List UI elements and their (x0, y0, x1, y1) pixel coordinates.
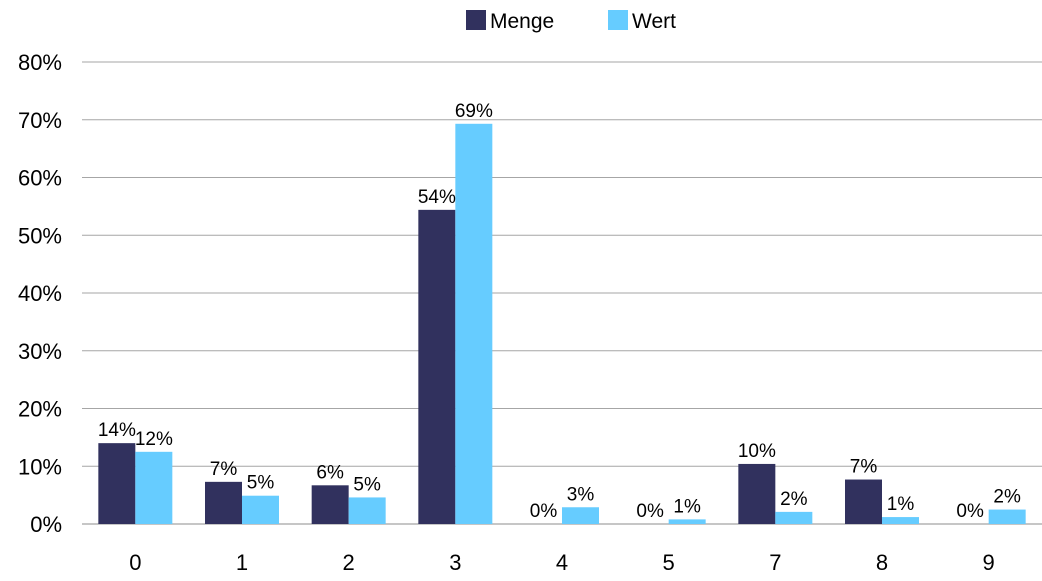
legend-label-wert: Wert (632, 10, 676, 33)
y-axis-tick-labels: 0% 10% 20% 30% 40% 50% 60% 70% 80% (18, 50, 62, 537)
y-tick-label: 0% (30, 512, 62, 537)
y-tick-label: 20% (18, 397, 62, 422)
legend-label-menge: Menge (490, 10, 554, 33)
bar-menge (98, 443, 136, 524)
data-label-menge: 10% (738, 441, 776, 462)
data-label-menge: 0% (956, 501, 984, 522)
bar-wert (135, 451, 173, 524)
bar-wert (668, 519, 706, 524)
data-label-menge: 7% (210, 459, 238, 480)
data-label-wert: 3% (567, 484, 595, 505)
data-label-wert: 2% (780, 489, 808, 510)
data-label-menge: 0% (530, 501, 558, 522)
bar-wert (242, 495, 279, 524)
y-tick-label: 10% (18, 454, 62, 479)
data-label-menge: 7% (850, 457, 878, 478)
x-category-label: 8 (876, 550, 888, 575)
bars (98, 123, 1026, 524)
y-tick-label: 60% (18, 166, 62, 191)
legend-swatch-wert (608, 10, 628, 30)
x-category-label: 2 (343, 550, 355, 575)
data-label-menge: 54% (418, 187, 456, 208)
bar-menge (845, 479, 882, 524)
y-tick-label: 70% (18, 108, 62, 133)
x-category-label: 4 (556, 550, 568, 575)
bar-wert (348, 497, 386, 524)
bar-menge (311, 485, 349, 524)
bar-wert (882, 517, 919, 524)
x-category-label: 5 (663, 550, 675, 575)
x-category-label: 9 (983, 550, 995, 575)
data-label-wert: 12% (135, 429, 173, 450)
bar-wert (988, 509, 1026, 524)
y-tick-label: 40% (18, 281, 62, 306)
data-label-wert: 1% (887, 494, 915, 515)
y-tick-label: 30% (18, 339, 62, 364)
legend: Menge Wert (466, 10, 676, 33)
data-label-wert: 69% (455, 101, 493, 122)
bar-wert (775, 511, 813, 524)
bar-menge (738, 463, 776, 524)
x-axis-category-labels: 0 1 2 3 4 5 7 8 9 (129, 550, 995, 575)
x-category-label: 1 (236, 550, 248, 575)
data-label-menge: 6% (316, 462, 344, 483)
x-category-label: 0 (129, 550, 141, 575)
bar-wert (562, 507, 599, 524)
data-label-wert: 2% (993, 487, 1021, 508)
bar-menge (418, 209, 456, 524)
x-category-label: 7 (769, 550, 781, 575)
legend-swatch-menge (466, 10, 486, 30)
data-label-wert: 5% (247, 473, 275, 494)
x-category-label: 3 (449, 550, 461, 575)
gridlines (82, 61, 1042, 525)
bar-wert (455, 123, 493, 524)
data-label-wert: 1% (673, 496, 701, 517)
data-labels: 14%12% 7% 5% 6% 5% 54% 69% 0% 3% 0% 1% 10% 2% 7% 1% 0% 2… (98, 101, 1021, 522)
bar-menge (205, 481, 242, 524)
y-tick-label: 80% (18, 50, 62, 75)
data-label-menge: 14% (98, 420, 136, 441)
data-label-menge: 0% (636, 501, 664, 522)
y-tick-label: 50% (18, 223, 62, 248)
data-label-wert: 5% (353, 474, 381, 495)
